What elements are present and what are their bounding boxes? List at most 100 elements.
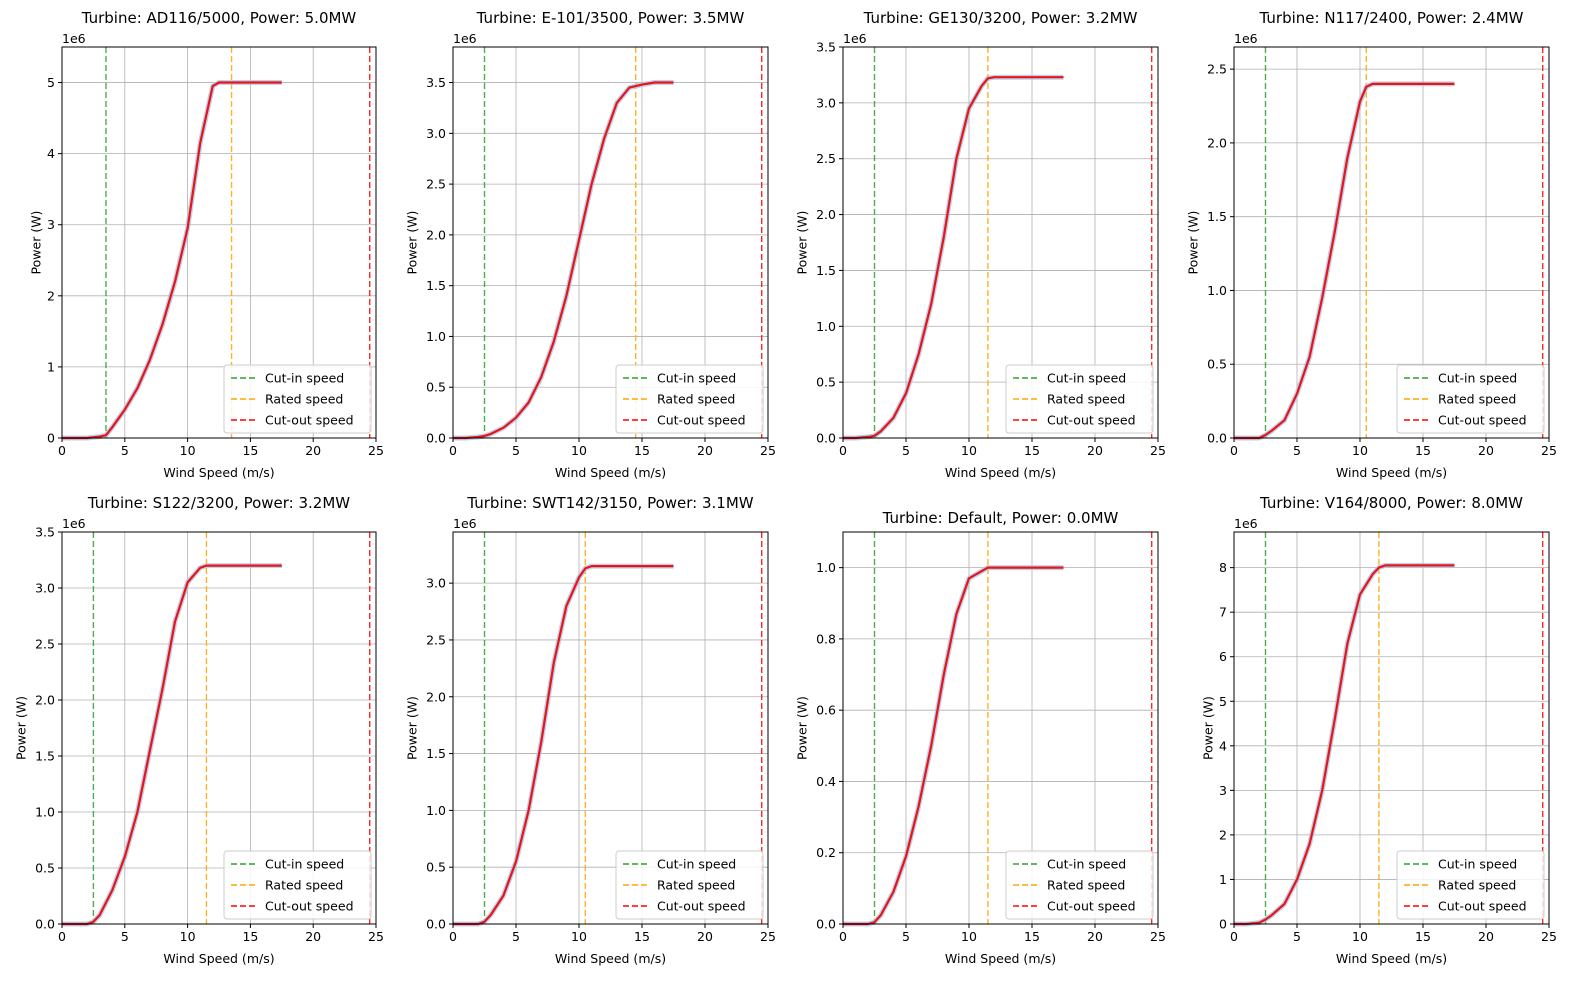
y-tick-label: 3 (1219, 783, 1227, 798)
x-tick-label: 0 (839, 443, 847, 458)
y-tick-label: 2 (1219, 827, 1227, 842)
y-tick-label: 0.2 (816, 845, 836, 860)
legend-box (1005, 850, 1154, 920)
x-tick-label: 25 (1541, 929, 1557, 944)
y-tick-label: 0 (1219, 917, 1227, 932)
legend-entry-cut-out: Cut-out speed (265, 413, 354, 428)
y-tick-label: 1.0 (816, 560, 836, 575)
y-tick-label: 1 (1219, 872, 1227, 887)
axes-frame (1233, 46, 1550, 439)
legend-entry-cut-out: Cut-out speed (1047, 899, 1136, 914)
x-tick-label: 15 (242, 929, 258, 944)
y-tick-label: 0.5 (816, 375, 836, 390)
axes-frame (842, 531, 1159, 925)
y-tick-label: 3.0 (35, 581, 55, 596)
x-tick-label: 15 (1024, 443, 1040, 458)
y-tick-label: 1.5 (426, 746, 446, 761)
x-tick-label: 20 (305, 443, 321, 458)
y-tick-label: 1.5 (1207, 209, 1227, 224)
legend-box (1396, 364, 1545, 434)
x-tick-label: 15 (634, 443, 650, 458)
axes-frame (452, 531, 769, 925)
y-tick-label: 0.0 (426, 431, 446, 446)
legend-entry-cut-in: Cut-in speed (1047, 857, 1126, 872)
power-curve (62, 564, 282, 926)
x-tick-label: 10 (571, 443, 587, 458)
y-tick-label: 7 (1219, 605, 1227, 620)
x-tick-label: 25 (760, 443, 776, 458)
x-axis-label: Wind Speed (m/s) (163, 465, 274, 480)
x-tick-label: 10 (571, 929, 587, 944)
y-tick-label: 0.5 (35, 861, 55, 876)
legend-box (615, 364, 764, 434)
y-tick-label: 1 (47, 359, 55, 374)
x-tick-label: 10 (1352, 929, 1368, 944)
x-tick-label: 10 (961, 443, 977, 458)
axes-frame (61, 531, 377, 925)
x-tick-label: 25 (760, 929, 776, 944)
x-axis-label: Wind Speed (m/s) (945, 951, 1056, 966)
axes-frame (1233, 531, 1550, 925)
y-tick-label: 1.5 (816, 263, 836, 278)
x-tick-label: 5 (121, 929, 129, 944)
y-tick-label: 0.5 (426, 380, 446, 395)
legend-entry-cut-out: Cut-out speed (1438, 899, 1527, 914)
x-tick-label: 5 (1293, 443, 1301, 458)
y-tick-label: 8 (1219, 560, 1227, 575)
legend-entry-cut-out: Cut-out speed (1438, 413, 1527, 428)
y-tick-label: 6 (1219, 649, 1227, 664)
x-axis-label: Wind Speed (m/s) (555, 951, 666, 966)
power-curve (453, 81, 674, 440)
legend-entry-rated: Rated speed (265, 392, 343, 407)
x-axis-label: Wind Speed (m/s) (555, 465, 666, 480)
power-curve (843, 76, 1064, 440)
y-tick-label: 1.0 (1207, 283, 1227, 298)
legend-entry-rated: Rated speed (657, 878, 735, 893)
legend-entry-rated: Rated speed (1047, 392, 1125, 407)
y-multiplier: 1e6 (62, 516, 86, 531)
x-tick-label: 25 (1150, 929, 1166, 944)
subplot-6: 0 5 10 15 20 25 0.0 0.5 1.0 1.5 2.0 2.5 3.0 1e6 Turbin… (405, 494, 776, 966)
x-tick-label: 0 (58, 443, 66, 458)
y-tick-label: 5 (47, 75, 55, 90)
x-tick-label: 15 (634, 929, 650, 944)
x-tick-label: 15 (1415, 929, 1431, 944)
y-axis-label: Power (W) (1186, 211, 1201, 275)
subplot-4: 0 5 10 15 20 25 0.0 0.5 1.0 1.5 2.0 2.5 1e6Turbine: … (1186, 9, 1557, 480)
y-tick-label: 0.5 (1207, 357, 1227, 372)
x-tick-label: 10 (961, 929, 977, 944)
y-tick-label: 2.5 (1207, 62, 1227, 77)
subplot-3: 0 5 10 15 20 25 0.0 0.5 1.0 1.5 2.0 2.5 3.0 3.5 1e6 Tur… (795, 9, 1166, 480)
y-axis-label: Power (W) (405, 696, 420, 760)
legend: Cut-in speed Rated speed Cut-out speed (615, 850, 764, 920)
legend-entry-rated: Rated speed (265, 878, 343, 893)
x-axis-label: Wind Speed (m/s) (1336, 951, 1447, 966)
y-tick-label: 1.0 (426, 329, 446, 344)
x-tick-label: 5 (902, 443, 910, 458)
legend: Cut-in speed Rated speed Cut-out speed (1005, 850, 1154, 920)
legend-entry-cut-out: Cut-out speed (1047, 413, 1136, 428)
y-tick-label: 5 (1219, 694, 1227, 709)
y-tick-label: 3.5 (35, 525, 55, 540)
y-tick-label: 2.0 (35, 693, 55, 708)
legend-entry-rated: Rated speed (1047, 878, 1125, 893)
y-tick-label: 1.0 (816, 319, 836, 334)
x-tick-label: 0 (839, 929, 847, 944)
y-tick-label: 0.0 (426, 917, 446, 932)
y-multiplier: 1e6 (1234, 516, 1258, 531)
x-tick-label: 25 (368, 929, 384, 944)
x-tick-label: 10 (180, 929, 196, 944)
y-tick-label: 3.5 (816, 40, 836, 55)
x-tick-label: 15 (1415, 443, 1431, 458)
x-tick-label: 20 (1087, 929, 1103, 944)
power-curve (1234, 82, 1455, 440)
y-tick-label: 0.4 (816, 774, 836, 789)
x-tick-label: 25 (368, 443, 384, 458)
y-axis-label: Power (W) (795, 211, 810, 275)
legend-entry-rated: Rated speed (1438, 392, 1516, 407)
x-tick-label: 20 (1087, 443, 1103, 458)
legend-entry-rated: Rated speed (1438, 878, 1516, 893)
subplot-1: 0 5 10 15 20 25 0 1 2 3 4 5 1e6 Turbine: AD116/5000, … (29, 9, 384, 480)
x-axis-label: Wind Speed (m/s) (1336, 465, 1447, 480)
x-tick-label: 20 (1478, 443, 1494, 458)
